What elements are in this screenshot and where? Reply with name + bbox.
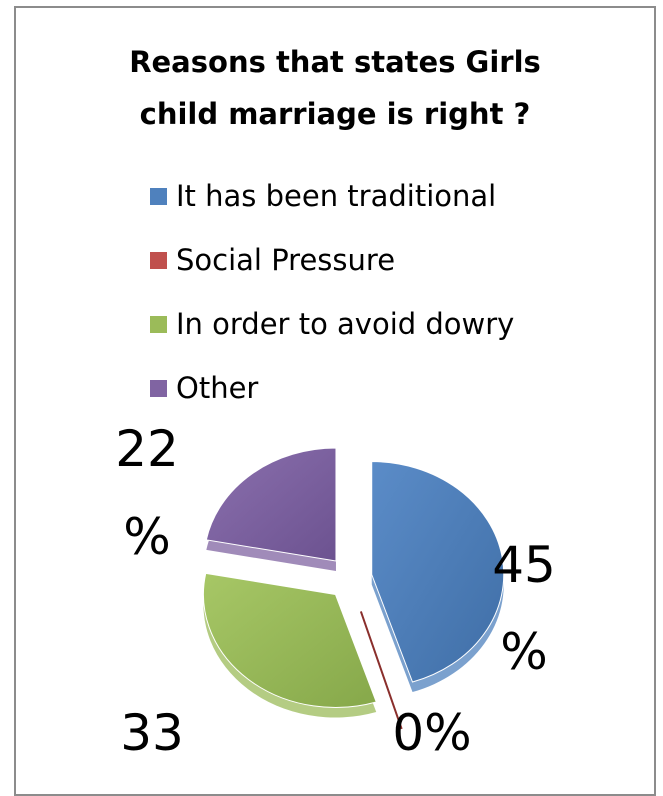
legend-swatch-avoid-dowry [150, 315, 167, 333]
legend-swatch-social-pressure [150, 251, 167, 269]
data-label-traditional-top: 45 [492, 536, 556, 594]
legend-label-traditional: It has been traditional [176, 179, 497, 213]
legend-item-social-pressure: Social Pressure [150, 228, 514, 292]
legend-label-other: Other [176, 371, 259, 405]
chart-title: Reasons that states Girls child marriage… [14, 36, 656, 140]
legend-swatch-traditional [150, 187, 167, 205]
data-label-avoid-dowry-top: 33 [120, 704, 184, 762]
pie-slice-other [205, 447, 337, 562]
chart-title-line-2: child marriage is right ? [139, 97, 531, 131]
pie-slice-traditional [371, 461, 505, 683]
legend-item-other: Other [150, 356, 514, 420]
pie-data-labels: 45% 0% 33 22% [115, 420, 556, 762]
legend-swatch-other [150, 379, 167, 397]
data-label-traditional-bottom: % [500, 623, 548, 681]
data-label-other-bottom: % [123, 508, 171, 566]
data-label-social-pressure-top: 0% [392, 704, 471, 762]
data-label-other-top: 22 [115, 420, 179, 478]
pie-slice-avoid-dowry [202, 572, 377, 708]
legend-label-social-pressure: Social Pressure [176, 243, 396, 277]
pie-slice-social-pressure [359, 611, 403, 730]
chart-legend: It has been traditional Social Pressure … [150, 164, 514, 420]
legend-item-avoid-dowry: In order to avoid dowry [150, 292, 514, 356]
chart-title-line-1: Reasons that states Girls [129, 45, 541, 79]
pie-slices [202, 447, 505, 730]
legend-item-traditional: It has been traditional [150, 164, 514, 228]
legend-label-avoid-dowry: In order to avoid dowry [176, 307, 515, 341]
